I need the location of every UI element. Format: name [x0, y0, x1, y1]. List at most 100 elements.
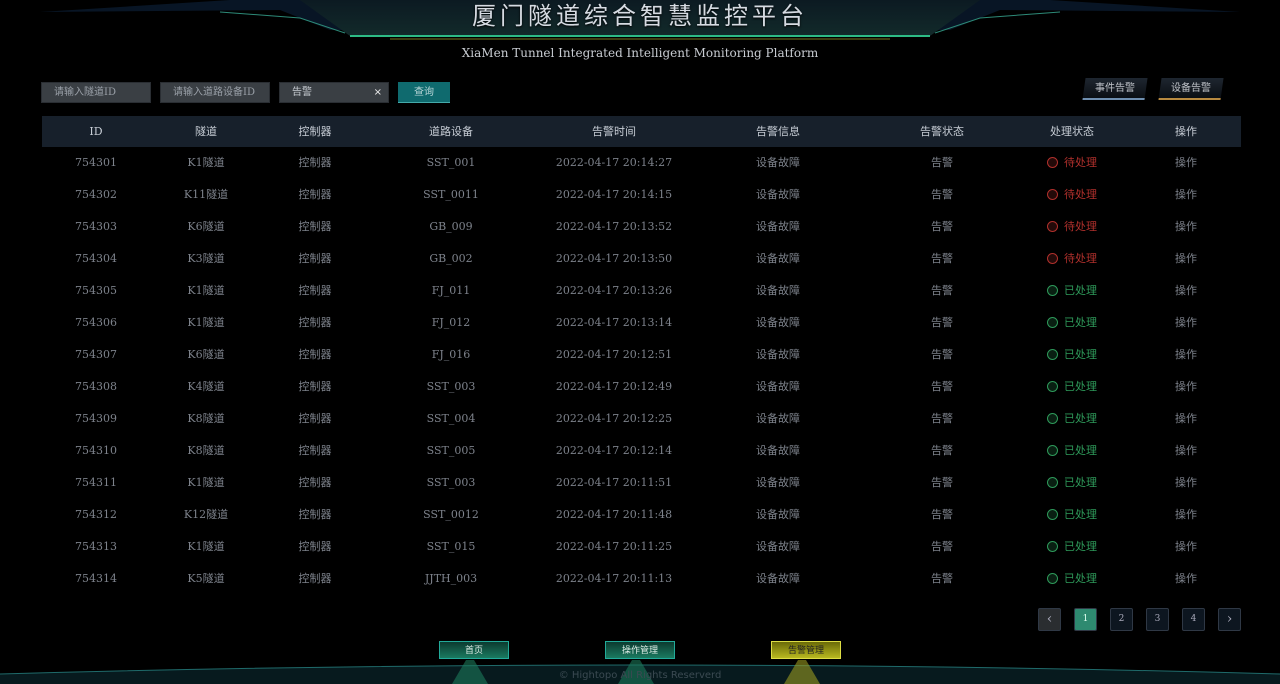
- table-row[interactable]: 754308 K4隧道 控制器 SST_003 2022-04-17 20:12:49 设…: [42, 371, 1241, 403]
- process-status: 待处理: [1047, 243, 1097, 274]
- action-link[interactable]: 操作: [1175, 220, 1197, 233]
- action-link[interactable]: 操作: [1175, 252, 1197, 265]
- cell-device: SST_0011: [423, 188, 479, 201]
- action-link[interactable]: 操作: [1175, 348, 1197, 361]
- done-status-icon: [1047, 573, 1058, 584]
- cell-tunnel: K1隧道: [187, 476, 225, 489]
- cell-alarm-status: 告警: [931, 156, 953, 169]
- cell-alarm-time: 2022-04-17 20:11:48: [555, 508, 673, 521]
- cell-alarm-info: 设备故障: [756, 540, 800, 553]
- action-link[interactable]: 操作: [1175, 508, 1197, 521]
- device-id-input[interactable]: 请输入道路设备ID: [160, 82, 270, 103]
- query-button[interactable]: 查询: [398, 82, 450, 103]
- process-status-label: 待处理: [1064, 156, 1097, 169]
- process-status: 已处理: [1047, 371, 1097, 402]
- done-status-icon: [1047, 445, 1058, 456]
- action-link[interactable]: 操作: [1175, 412, 1197, 425]
- page-button-3[interactable]: 3: [1146, 608, 1169, 631]
- cell-id: 754302: [75, 188, 117, 201]
- process-status: 待处理: [1047, 179, 1097, 210]
- column-header-action: 操作: [1175, 125, 1197, 138]
- table-row[interactable]: 754302 K11隧道 控制器 SST_0011 2022-04-17 20:14:1…: [42, 179, 1241, 211]
- process-status: 已处理: [1047, 467, 1097, 498]
- cell-tunnel: K6隧道: [187, 348, 225, 361]
- cell-alarm-info: 设备故障: [756, 220, 800, 233]
- page-button-2[interactable]: 2: [1110, 608, 1133, 631]
- cell-device: SST_001: [426, 156, 476, 169]
- action-link[interactable]: 操作: [1175, 284, 1197, 297]
- footer-decoration: [0, 660, 1280, 684]
- cell-alarm-time: 2022-04-17 20:11:51: [555, 476, 673, 489]
- process-status: 已处理: [1047, 339, 1097, 370]
- cell-alarm-status: 告警: [931, 252, 953, 265]
- cell-tunnel: K1隧道: [187, 156, 225, 169]
- device-alarm-tab[interactable]: 设备告警: [1158, 78, 1224, 100]
- column-header-device: 道路设备: [429, 125, 473, 138]
- cell-alarm-time: 2022-04-17 20:13:50: [555, 252, 673, 265]
- cell-controller: 控制器: [298, 252, 332, 265]
- action-link[interactable]: 操作: [1175, 476, 1197, 489]
- page-button-1[interactable]: 1: [1074, 608, 1097, 631]
- cell-id: 754305: [75, 284, 117, 297]
- event-alarm-tab[interactable]: 事件告警: [1082, 78, 1148, 100]
- header-decoration: [40, 0, 1240, 40]
- alarm-type-select[interactable]: 告警 ×: [279, 82, 389, 103]
- table-row[interactable]: 754303 K6隧道 控制器 GB_009 2022-04-17 20:13:52 设备…: [42, 211, 1241, 243]
- table-body: 754301 K1隧道 控制器 SST_001 2022-04-17 20:14:27 设…: [42, 147, 1241, 595]
- cell-id: 754308: [75, 380, 117, 393]
- table-row[interactable]: 754310 K8隧道 控制器 SST_005 2022-04-17 20:12:14 设…: [42, 435, 1241, 467]
- cell-tunnel: K8隧道: [187, 444, 225, 457]
- prev-page-button[interactable]: ‹: [1038, 608, 1061, 631]
- clear-icon[interactable]: ×: [373, 87, 382, 98]
- cell-alarm-status: 告警: [931, 412, 953, 425]
- cell-alarm-info: 设备故障: [756, 316, 800, 329]
- cell-device: GB_009: [429, 220, 473, 233]
- page-button-4[interactable]: 4: [1182, 608, 1205, 631]
- action-link[interactable]: 操作: [1175, 444, 1197, 457]
- table-row[interactable]: 754305 K1隧道 控制器 FJ_011 2022-04-17 20:13:26 设备…: [42, 275, 1241, 307]
- cell-id: 754312: [75, 508, 117, 521]
- table-row[interactable]: 754307 K6隧道 控制器 FJ_016 2022-04-17 20:12:51 设备…: [42, 339, 1241, 371]
- cell-controller: 控制器: [298, 284, 332, 297]
- table-row[interactable]: 754313 K1隧道 控制器 SST_015 2022-04-17 20:11:25 设…: [42, 531, 1241, 563]
- process-status-label: 已处理: [1064, 380, 1097, 393]
- page-title: 厦门隧道综合智慧监控平台: [472, 2, 808, 30]
- nav-operations[interactable]: 操作管理: [605, 641, 675, 659]
- action-link[interactable]: 操作: [1175, 540, 1197, 553]
- cell-alarm-status: 告警: [931, 348, 953, 361]
- cell-device: FJ_016: [431, 348, 471, 361]
- done-status-icon: [1047, 477, 1058, 488]
- alarm-type-value: 告警: [292, 87, 312, 98]
- cell-controller: 控制器: [298, 220, 332, 233]
- tunnel-id-input[interactable]: 请输入隧道ID: [41, 82, 151, 103]
- column-header-process-status: 处理状态: [1050, 125, 1094, 138]
- done-status-icon: [1047, 381, 1058, 392]
- cell-id: 754304: [75, 252, 117, 265]
- action-link[interactable]: 操作: [1175, 156, 1197, 169]
- action-link[interactable]: 操作: [1175, 572, 1197, 585]
- cell-alarm-time: 2022-04-17 20:12:25: [555, 412, 673, 425]
- pending-status-icon: [1047, 253, 1058, 264]
- action-link[interactable]: 操作: [1175, 380, 1197, 393]
- table-row[interactable]: 754314 K5隧道 控制器 JJTH_003 2022-04-17 20:11:13…: [42, 563, 1241, 595]
- pending-status-icon: [1047, 221, 1058, 232]
- cell-alarm-info: 设备故障: [756, 476, 800, 489]
- table-row[interactable]: 754312 K12隧道 控制器 SST_0012 2022-04-17 20:11:4…: [42, 499, 1241, 531]
- nav-home[interactable]: 首页: [439, 641, 509, 659]
- nav-alarms[interactable]: 告警管理: [771, 641, 841, 659]
- table-row[interactable]: 754301 K1隧道 控制器 SST_001 2022-04-17 20:14:27 设…: [42, 147, 1241, 179]
- cell-tunnel: K3隧道: [187, 252, 225, 265]
- cell-tunnel: K1隧道: [187, 316, 225, 329]
- table-row[interactable]: 754311 K1隧道 控制器 SST_003 2022-04-17 20:11:51 设…: [42, 467, 1241, 499]
- cell-alarm-time: 2022-04-17 20:11:13: [555, 572, 673, 585]
- table-row[interactable]: 754304 K3隧道 控制器 GB_002 2022-04-17 20:13:50 设备…: [42, 243, 1241, 275]
- device-alarm-label: 设备告警: [1171, 83, 1211, 94]
- table-row[interactable]: 754306 K1隧道 控制器 FJ_012 2022-04-17 20:13:14 设备…: [42, 307, 1241, 339]
- action-link[interactable]: 操作: [1175, 188, 1197, 201]
- cell-alarm-status: 告警: [931, 476, 953, 489]
- process-status-label: 已处理: [1064, 572, 1097, 585]
- cell-controller: 控制器: [298, 444, 332, 457]
- next-page-button[interactable]: ›: [1218, 608, 1241, 631]
- action-link[interactable]: 操作: [1175, 316, 1197, 329]
- table-row[interactable]: 754309 K8隧道 控制器 SST_004 2022-04-17 20:12:25 设…: [42, 403, 1241, 435]
